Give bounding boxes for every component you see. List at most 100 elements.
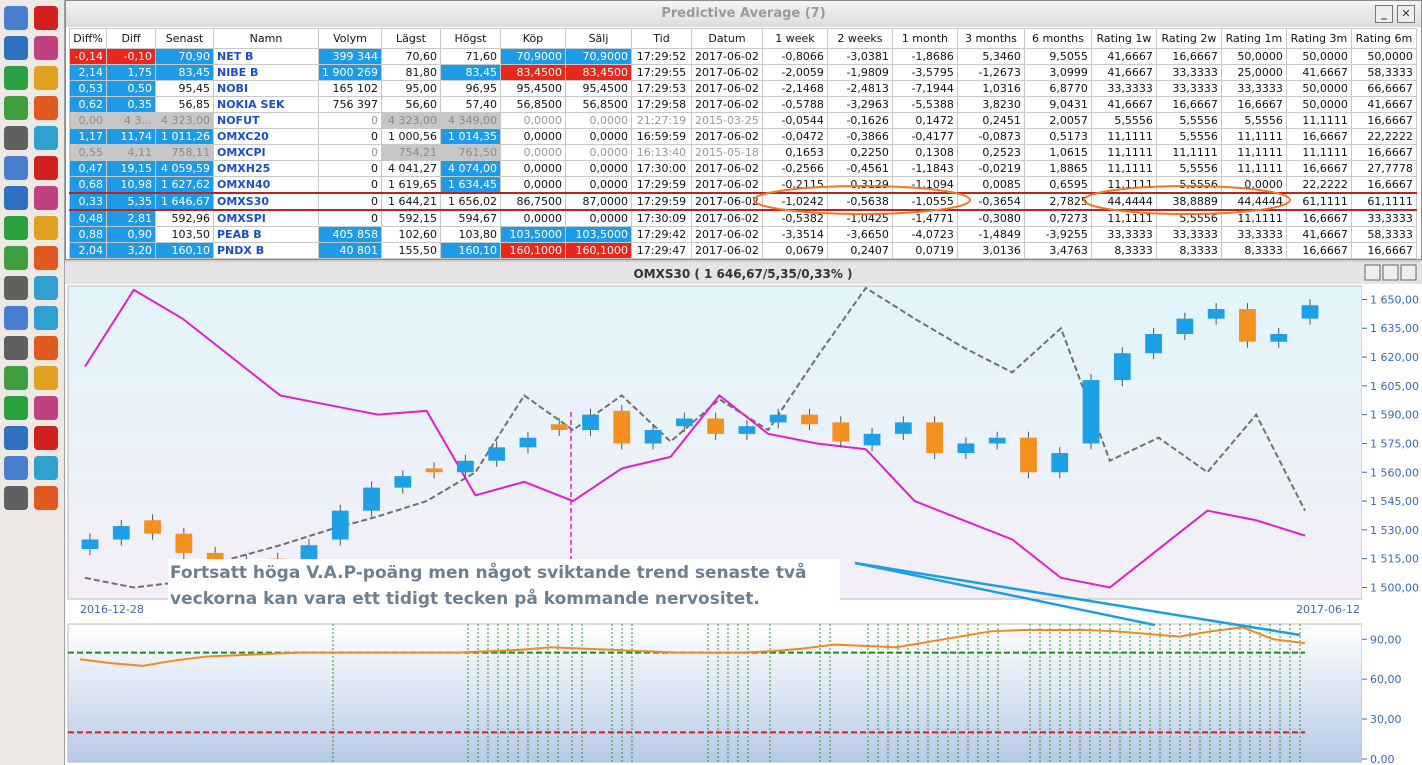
column-header[interactable]: Rating 1m — [1220, 28, 1287, 49]
table-cell: 16,6667 — [1220, 96, 1287, 113]
column-header[interactable]: Rating 6m — [1350, 28, 1417, 49]
table-cell: 0,0719 — [891, 242, 958, 259]
tool-icon[interactable] — [4, 366, 28, 390]
tool-icon[interactable] — [34, 456, 58, 480]
column-header[interactable]: 2 weeks — [826, 28, 893, 49]
close-button[interactable]: ✕ — [1397, 5, 1415, 23]
annotation-text: Fortsatt höga V.A.P-poäng men något svik… — [170, 563, 807, 609]
table-row[interactable]: 0,88 0,90 103,50 PEAB B 405 858 102,60 103,80 1… — [69, 226, 1417, 243]
tool-icon[interactable] — [4, 456, 28, 480]
column-header[interactable]: Rating 3m — [1285, 28, 1352, 49]
column-header[interactable]: Diff — [106, 28, 156, 49]
table-row[interactable]: 0,53 0,50 95,45 NOBI 165 102 95,00 96,95 95,450… — [69, 80, 1417, 97]
tool-icon[interactable] — [34, 156, 58, 180]
column-header[interactable]: 1 week — [761, 28, 828, 49]
tool-icon[interactable] — [4, 66, 28, 90]
table-cell: 9,0431 — [1023, 96, 1092, 113]
table-cell: 0,90 — [106, 226, 156, 243]
table-cell: 33,3333 — [1220, 226, 1287, 243]
table-row[interactable]: 0,62 0,35 56,85 NOKIA SEK 756 397 56,60 57,40 5… — [69, 96, 1417, 113]
table-row[interactable]: -0,14 -0,10 70,90 NET B 399 344 70,60 71,60 70,… — [69, 48, 1417, 65]
candle-body — [1051, 453, 1069, 473]
tool-icon[interactable] — [34, 66, 58, 90]
tool-icon[interactable] — [4, 276, 28, 300]
table-cell: 103,80 — [439, 226, 501, 243]
column-header[interactable]: Sälj — [564, 28, 632, 49]
column-header[interactable]: 6 months — [1023, 28, 1092, 49]
tool-icon[interactable] — [34, 126, 58, 150]
column-header[interactable]: Volym — [318, 28, 382, 49]
table-row[interactable]: 0,47 19,15 4 059,59 OMXH25 0 4 041,27 4 074,00… — [69, 160, 1417, 177]
column-header[interactable]: Rating 2w — [1155, 28, 1222, 49]
column-header[interactable]: Senast — [155, 28, 214, 49]
column-header[interactable]: Namn — [213, 28, 319, 49]
tool-icon[interactable] — [4, 396, 28, 420]
tool-icon[interactable] — [4, 6, 28, 30]
table-cell: 2,0057 — [1023, 112, 1092, 129]
candle-body — [363, 487, 380, 511]
tool-icon[interactable] — [34, 186, 58, 210]
column-header[interactable]: Lägst — [380, 28, 441, 49]
tool-icon[interactable] — [4, 336, 28, 360]
table-row[interactable]: 0,33 5,35 1 646,67 OMXS30 0 1 644,21 1 656,02 8… — [69, 192, 1417, 211]
table-cell: 2017-06-02 — [690, 242, 763, 259]
table-row[interactable]: 0,68 10,98 1 627,62 OMXN40 0 1 619,65 1 634,45… — [69, 176, 1417, 194]
tool-icon[interactable] — [4, 486, 28, 510]
table-row[interactable]: 2,04 3,20 160,10 PNDX B 40 801 155,50 160,10 16… — [69, 242, 1417, 259]
candle-body — [175, 533, 193, 553]
table-cell: -0,4177 — [891, 128, 958, 145]
title-text: Predictive Average (7) — [661, 6, 826, 21]
column-header[interactable]: Rating 1w — [1090, 28, 1157, 49]
table-cell: 0,0000 — [564, 128, 632, 145]
tool-icon[interactable] — [4, 96, 28, 120]
tool-icon[interactable] — [4, 246, 28, 270]
column-header[interactable]: Köp — [499, 28, 566, 49]
column-header[interactable]: 3 months — [956, 28, 1025, 49]
table-row[interactable]: 1,17 11,74 1 011,26 OMXC20 0 1 000,56 1 014,35… — [69, 128, 1417, 145]
tool-icon[interactable] — [34, 276, 58, 300]
column-header[interactable]: Datum — [690, 28, 763, 49]
close-button[interactable] — [1400, 264, 1417, 281]
tool-icon[interactable] — [34, 96, 58, 120]
column-header[interactable]: 1 month — [891, 28, 958, 49]
tool-icon[interactable] — [34, 36, 58, 60]
table-cell: 83,4500 — [564, 64, 632, 81]
tool-icon[interactable] — [4, 216, 28, 240]
table-cell: 0,1653 — [761, 144, 828, 161]
tool-icon[interactable] — [34, 306, 58, 330]
table-cell: 16,6667 — [1285, 128, 1352, 145]
minimize-button[interactable] — [1364, 264, 1381, 281]
table-cell: 17:30:09 — [630, 209, 692, 227]
tool-icon[interactable] — [4, 36, 28, 60]
tool-icon[interactable] — [34, 6, 58, 30]
table-cell: 3,0136 — [956, 242, 1025, 259]
candle-body — [738, 426, 756, 434]
table-cell: -3,5795 — [891, 64, 958, 81]
tool-icon[interactable] — [34, 486, 58, 510]
column-header[interactable]: Tid — [630, 28, 692, 49]
table-row[interactable]: 0,55 4,11 758,11 OMXCPI 0 754,21 761,50 0,0000 0… — [69, 144, 1417, 161]
x-start-label: 2016-12-28 — [80, 603, 144, 616]
tool-icon[interactable] — [34, 426, 58, 450]
tool-icon[interactable] — [34, 216, 58, 240]
tool-icon[interactable] — [4, 306, 28, 330]
tool-icon[interactable] — [34, 336, 58, 360]
table-cell: 27,7778 — [1350, 160, 1417, 177]
column-header[interactable]: Högst — [439, 28, 501, 49]
tool-icon[interactable] — [34, 246, 58, 270]
tool-icon[interactable] — [34, 366, 58, 390]
tool-icon[interactable] — [4, 126, 28, 150]
table-row[interactable]: 0,48 2,81 592,96 OMXSPI 0 592,15 594,67 0,0000 0… — [69, 209, 1417, 227]
column-header[interactable]: Diff% — [69, 28, 107, 49]
tool-icon[interactable] — [34, 396, 58, 420]
tool-icon[interactable] — [4, 186, 28, 210]
candle-body — [488, 447, 506, 461]
minimize-button[interactable]: _ — [1375, 5, 1393, 23]
maximize-button[interactable] — [1382, 264, 1399, 281]
tool-icon[interactable] — [4, 426, 28, 450]
table-row[interactable]: 0,00 4 3... 4 323,00 NOFUT 0 4 323,00 4 349,00… — [69, 112, 1417, 129]
table-cell: 1 656,02 — [439, 192, 501, 211]
indicator-line — [84, 288, 1306, 589]
tool-icon[interactable] — [4, 156, 28, 180]
